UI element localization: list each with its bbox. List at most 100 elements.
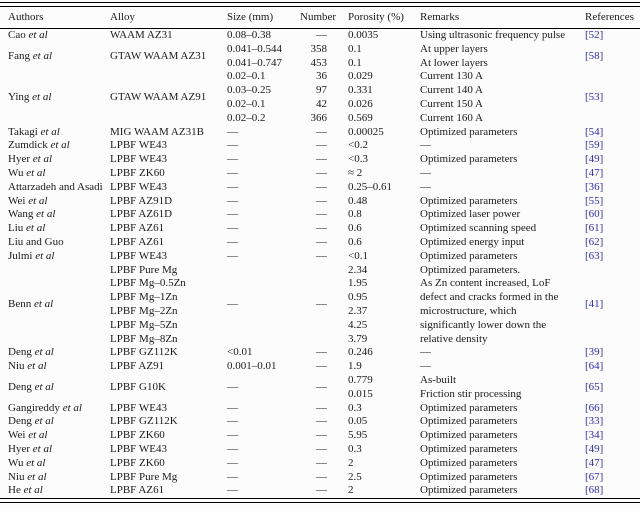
et-al-italic: et al (32, 49, 52, 62)
cell-alloy: LPBF Pure Mg (110, 470, 178, 483)
col-header-alloy: Alloy (102, 7, 219, 29)
table-bottom-rule (0, 498, 640, 504)
cell-author: He et al (8, 484, 43, 497)
table-row: Wang et al LPBF AZ61D — — 0.8 Optimized laser… (0, 208, 640, 222)
cell-number: — (316, 442, 327, 455)
cell-size: — (227, 139, 238, 152)
cell-porosity: 2.34 (348, 263, 368, 276)
cell-porosity: ≈ 2 (348, 166, 363, 179)
cell-remarks: Using ultrasonic frequency pulse (420, 29, 566, 41)
et-al-italic: et al (33, 298, 54, 311)
reference-link[interactable]: [66] (585, 401, 604, 414)
cell-size: — (227, 222, 238, 235)
reference-link[interactable]: [61] (585, 222, 604, 235)
reference-link[interactable]: [67] (585, 470, 604, 483)
cell-alloy: LPBF G10K (110, 380, 166, 393)
cell-alloy: LPBF WE43 (110, 249, 167, 262)
reference-link[interactable]: [47] (585, 166, 604, 179)
cell-remarks: — (420, 166, 431, 179)
cell-author: Zumdick et al (8, 139, 70, 152)
reference-link[interactable]: [34] (585, 429, 604, 442)
cell-number: — (316, 222, 327, 235)
cell-number: — (316, 380, 327, 393)
et-al-italic: et al (23, 484, 43, 497)
reference-link[interactable]: [62] (585, 235, 604, 248)
cell-author: Hyer et al (8, 153, 52, 166)
table-top-rule (0, 2, 640, 7)
cell-number: — (316, 415, 327, 428)
cell-alloy: LPBF AZ61 (110, 235, 165, 248)
cell-size: 0.041–0.544 (227, 42, 282, 55)
cell-ref: [49] (577, 443, 640, 457)
reference-link[interactable]: [68] (585, 484, 604, 497)
table-row: He et al LPBF AZ61 — — 2 Optimized parameters… (0, 484, 640, 498)
cell-porosity: 0.569 (348, 111, 373, 124)
cell-ref: [62] (577, 236, 640, 250)
cell-porosity: 1.9 (348, 360, 362, 373)
cell-number: — (316, 139, 327, 152)
et-al-italic: et al (28, 194, 48, 207)
reference-link[interactable]: [33] (585, 415, 604, 428)
reference-link[interactable]: [36] (585, 180, 604, 193)
cell-porosity: 0.3 (348, 442, 362, 455)
reference-link[interactable]: [59] (585, 139, 604, 152)
cell-porosity: <0.2 (348, 139, 368, 152)
porosity-table: Authors Alloy Size (mm) Number Porosity … (0, 7, 640, 498)
cell-remarks: Optimized laser power (420, 208, 521, 221)
table-row: Zumdick et al LPBF WE43 — — <0.2 — [59] (0, 139, 640, 153)
cell-remarks: Optimized parameters (420, 415, 518, 428)
reference-link[interactable]: [53] (585, 91, 604, 104)
reference-link[interactable]: [64] (585, 360, 604, 373)
cell-remarks: Current 160 A (420, 111, 483, 124)
cell-author: Cao et al (8, 29, 48, 41)
col-header-remarks: Remarks (413, 7, 577, 29)
cell-remarks: Current 130 A (420, 70, 483, 83)
cell-porosity: 0.779 (348, 373, 373, 386)
cell-size: — (227, 298, 238, 311)
cell-porosity: 0.48 (348, 194, 368, 207)
reference-link[interactable]: [52] (585, 29, 604, 41)
reference-link[interactable]: [60] (585, 208, 604, 221)
et-al-italic: et al (36, 208, 56, 221)
reference-link[interactable]: [58] (585, 49, 604, 62)
cell-remarks: Optimized parameters. (420, 263, 521, 276)
cell-author: Gangireddy et al (8, 401, 82, 414)
cell-number: — (316, 456, 327, 469)
reference-link[interactable]: [41] (585, 298, 604, 311)
cell-ref: [47] (577, 457, 640, 471)
cell-number: 36 (316, 70, 327, 83)
cell-remarks: Optimized parameters (420, 456, 518, 469)
cell-author: Liu et al (8, 222, 46, 235)
et-al-italic: et al (34, 415, 54, 428)
reference-link[interactable]: [55] (585, 194, 604, 207)
cell-ref: [36] (577, 181, 640, 195)
cell-number: — (316, 484, 327, 497)
cell-size: 0.02–0.1 (227, 97, 266, 110)
reference-link[interactable]: [49] (585, 442, 604, 455)
reference-link[interactable]: [63] (585, 249, 604, 262)
cell-number: — (316, 180, 327, 193)
cell-porosity: 0.25–0.61 (348, 180, 392, 193)
table-row: Attarzadeh and Asadi LPBF WE43 — — 0.25–0.61… (0, 181, 640, 195)
table-row: 0.015 Friction stir processing (0, 388, 640, 402)
reference-link[interactable]: [39] (585, 346, 604, 359)
table-row: LPBF Mg–8Zn 3.79 relative density (0, 333, 640, 347)
cell-ref: [68] (577, 484, 640, 498)
reference-link[interactable]: [47] (585, 456, 604, 469)
reference-link[interactable]: [65] (585, 380, 604, 393)
cell-ref: [67] (577, 471, 640, 485)
cell-author: Fang et al (8, 49, 52, 62)
cell-author: Wu et al (8, 166, 46, 179)
reference-link[interactable]: [54] (585, 125, 604, 138)
table-row: LPBF Mg–1Zn 0.95 defect and cracks formed … (0, 291, 640, 305)
cell-remarks: Optimized parameters (420, 470, 518, 483)
cell-number: 366 (310, 111, 328, 124)
cell-size: 0.001–0.01 (227, 360, 277, 373)
et-al-italic: et al (27, 360, 47, 373)
cell-ref: [52] (577, 29, 640, 43)
reference-link[interactable]: [49] (585, 153, 604, 166)
cell-remarks: Optimized parameters (420, 125, 518, 138)
cell-ref: [47] (577, 167, 640, 181)
cell-size: 0.02–0.2 (227, 111, 266, 124)
